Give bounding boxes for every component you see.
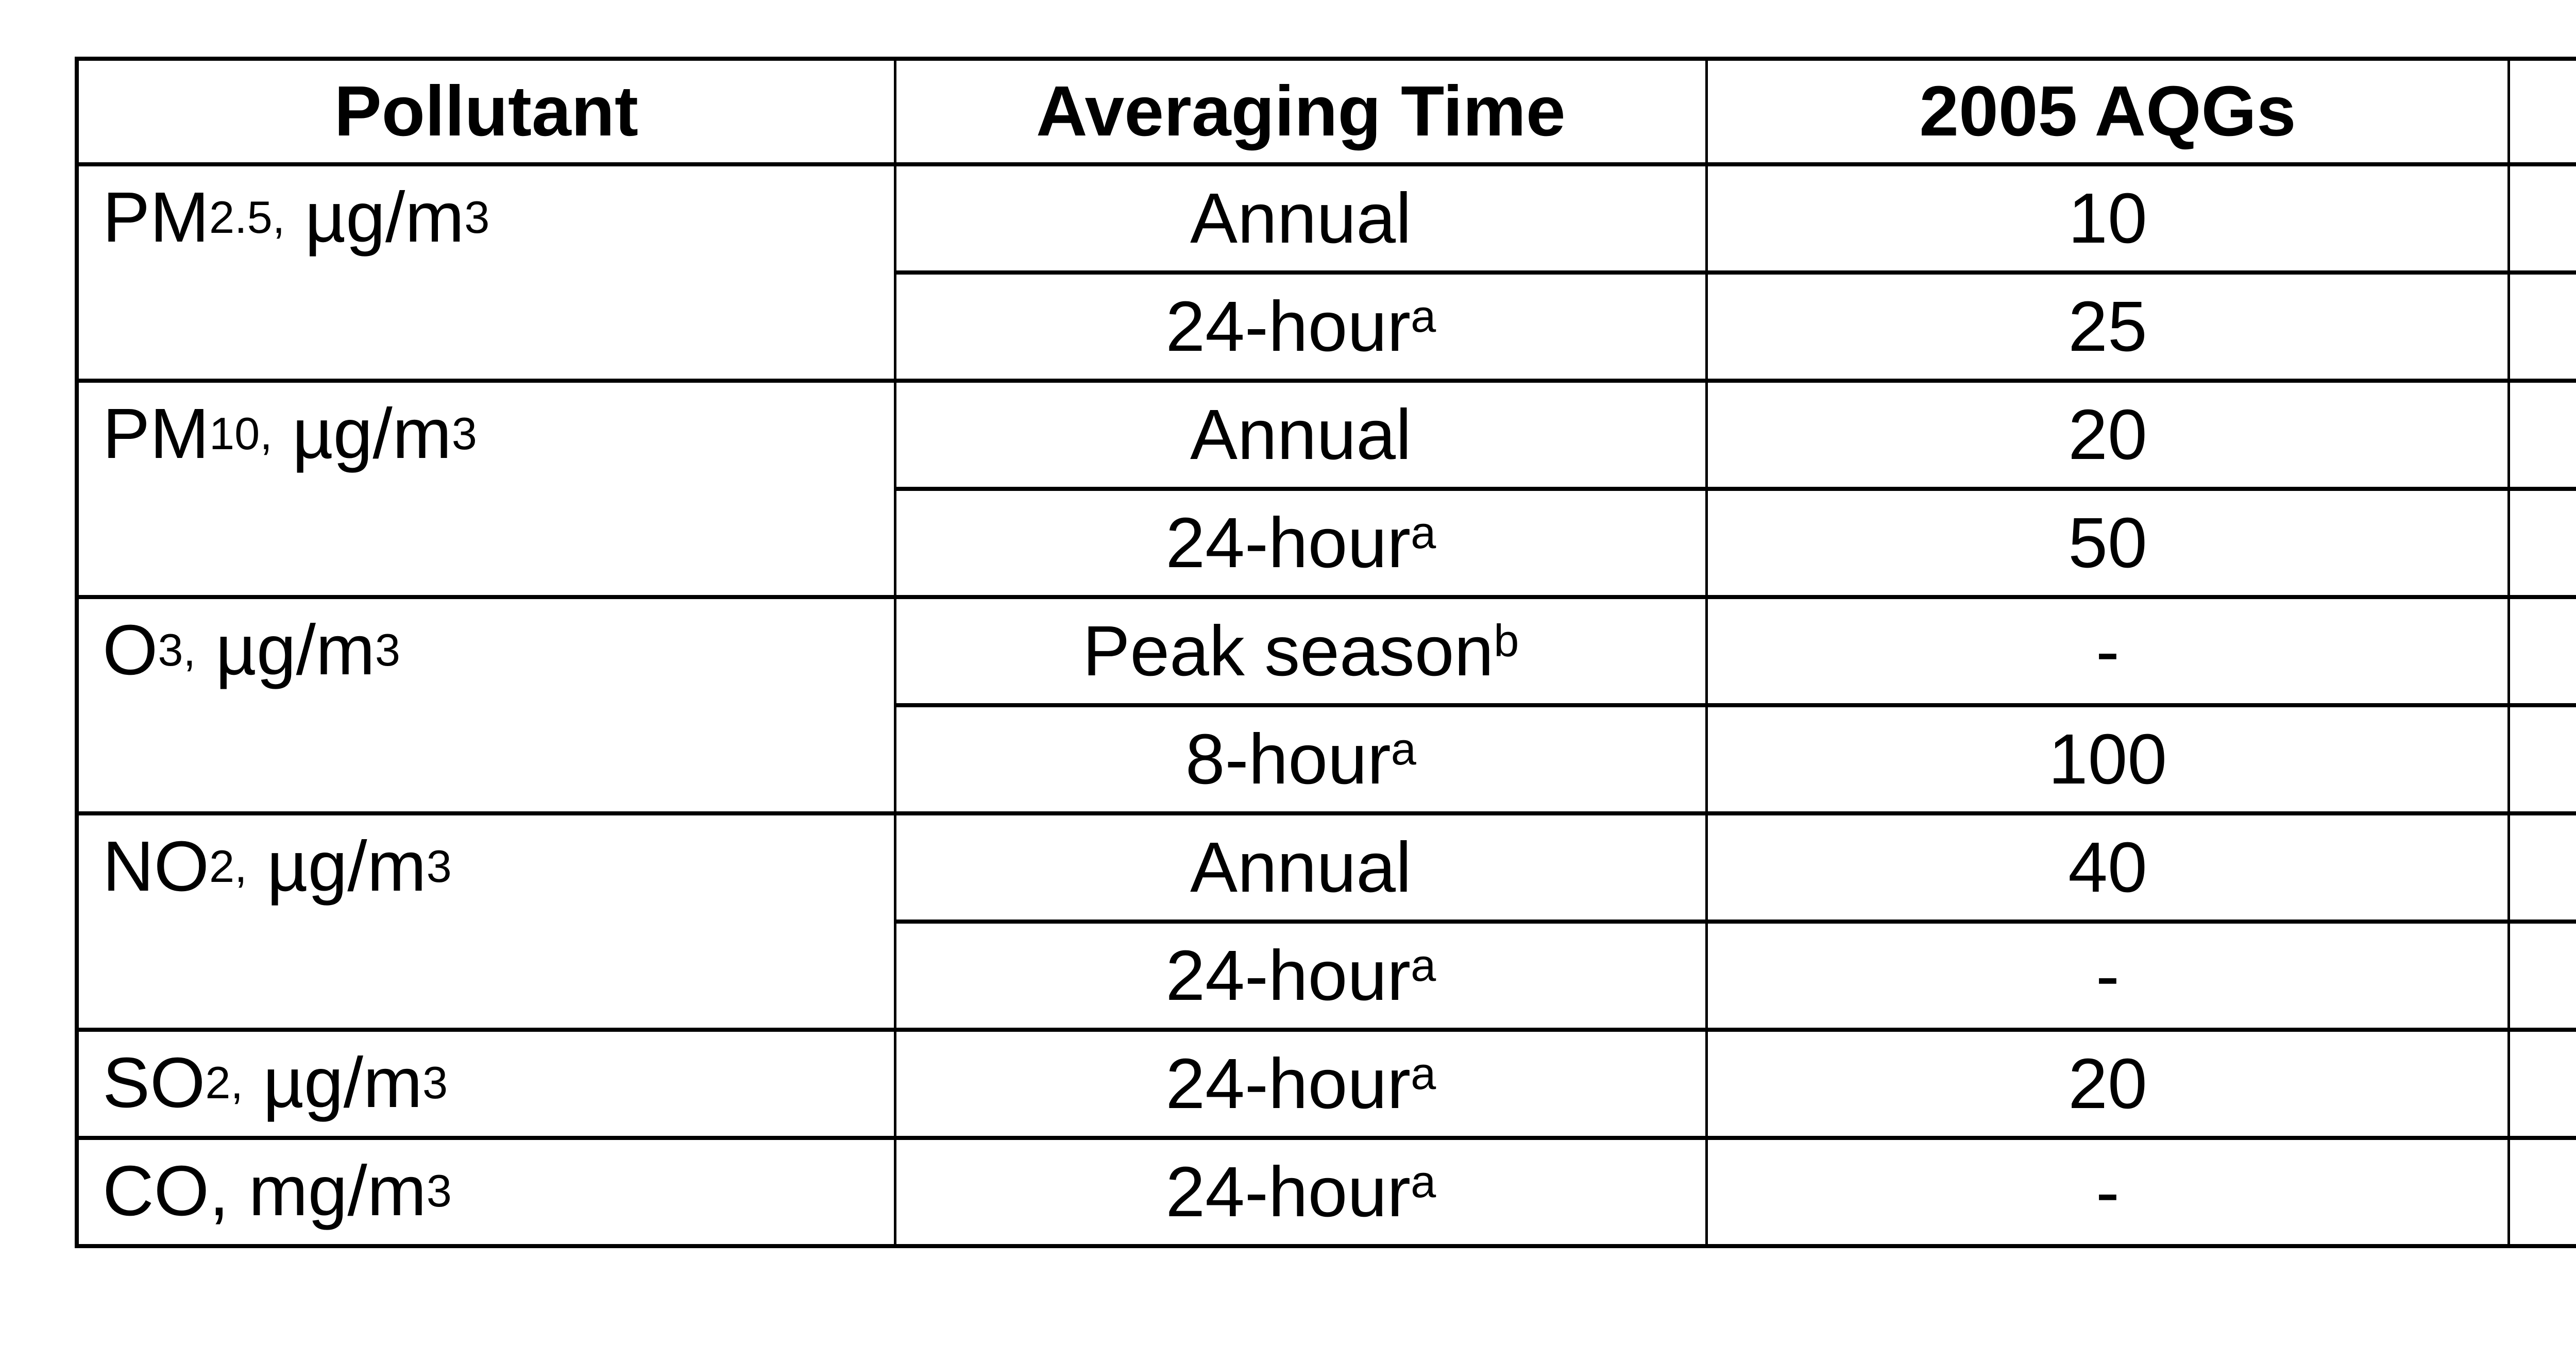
aqg-2021-value: 60	[2507, 595, 2576, 707]
averaging-time-cell: 8-houra	[893, 703, 1708, 815]
averaging-time-label: Annual	[1190, 395, 1412, 474]
table-row: 8-houra 100 100	[77, 703, 2576, 815]
aqg-2021-value: 4	[2507, 1136, 2576, 1248]
pollutant-base: CO	[103, 1151, 209, 1231]
pollutant-label: PM 2.5, µg/m 3	[79, 166, 894, 268]
footnote-marker: a	[1411, 506, 1436, 558]
aqg-2021-value: 40	[2507, 1028, 2576, 1140]
pollutant-cell-pm10: PM 10, µg/m 3	[75, 379, 896, 599]
col-header-averaging-time: Averaging Time	[893, 57, 1708, 166]
averaging-time-cell: Annual	[893, 379, 1708, 491]
averaging-time-label: 24-hour	[1165, 935, 1411, 1015]
pollutant-base: O	[103, 610, 158, 690]
pollutant-unit: µg/m	[243, 1043, 422, 1122]
footnote-marker: a	[1411, 939, 1436, 991]
table-row: 24-houra 50 45	[77, 487, 2576, 599]
pollutant-cell-pm25: PM 2.5, µg/m 3	[75, 162, 896, 383]
pollutant-base: PM	[103, 394, 209, 473]
pollutant-cell-o3: O 3, µg/m 3	[75, 595, 896, 815]
aqg-2005-value: -	[1705, 920, 2510, 1032]
pollutant-cell-no2: NO 2, µg/m 3	[75, 811, 896, 1032]
aqg-2005-value: 50	[1705, 487, 2510, 599]
averaging-time-label: Annual	[1190, 178, 1412, 258]
aqg-2021-value: 5	[2507, 162, 2576, 275]
pollutant-base: NO	[103, 826, 209, 906]
averaging-time-label: 24-hour	[1165, 1044, 1411, 1123]
aqg-2005-value: 20	[1705, 1028, 2510, 1140]
aqg-2021-value: 10	[2507, 811, 2576, 924]
pollutant-base: PM	[103, 177, 209, 257]
aqg-2005-value: -	[1705, 1136, 2510, 1248]
averaging-time-label: 8-hour	[1185, 719, 1391, 799]
averaging-time-label: Peak season	[1082, 611, 1494, 691]
col-header-2021-aqgs: 2021 AQGs	[2507, 57, 2576, 166]
aqg-2005-value: 25	[1705, 270, 2510, 383]
averaging-time-cell: Annual	[893, 811, 1708, 924]
averaging-time-label: 24-hour	[1165, 286, 1411, 366]
pollutant-cell-so2: SO 2, µg/m 3	[75, 1028, 896, 1140]
averaging-time-cell: 24-houra	[893, 1028, 1708, 1140]
aqg-2021-value: 25	[2507, 920, 2576, 1032]
averaging-time-cell: Annual	[893, 162, 1708, 275]
pollutant-cell-co: CO, mg/m 3	[75, 1136, 896, 1248]
pollutant-label: NO 2, µg/m 3	[79, 815, 894, 917]
footnote-marker: a	[1411, 1155, 1436, 1207]
averaging-time-cell: 24-houra	[893, 920, 1708, 1032]
aqg-2005-value: 20	[1705, 379, 2510, 491]
averaging-time-cell: 24-houra	[893, 1136, 1708, 1248]
footnote-marker: a	[1411, 1047, 1436, 1099]
pollutant-unit: µg/m	[285, 177, 465, 257]
pollutant-label: SO 2, µg/m 3	[79, 1032, 894, 1134]
averaging-time-label: 24-hour	[1165, 1152, 1411, 1232]
table-row: PM2.5, µg/m3 Annual 10 5	[75, 162, 2576, 383]
pollutant-label: O 3, µg/m 3	[79, 599, 894, 701]
averaging-time-cell: 24-houra	[893, 487, 1708, 599]
table-row: SO2, µg/m3 24-houra 20 40	[75, 1028, 2576, 1140]
table-row: CO, mg/m3 24-houra - 4	[75, 1136, 2576, 1248]
aqg-2005-value: -	[1705, 595, 2510, 707]
averaging-time-cell: Peak seasonb	[893, 595, 1708, 707]
pollutant-base: SO	[103, 1043, 206, 1122]
averaging-time-label: Annual	[1190, 827, 1412, 907]
averaging-time-label: 24-hour	[1165, 503, 1411, 583]
header-row: Pollutant Averaging Time 2005 AQGs 2021 …	[75, 57, 2576, 166]
aqg-table: Pollutant Averaging Time 2005 AQGs 2021 …	[75, 57, 2576, 1248]
pollutant-label: PM 10, µg/m 3	[79, 383, 894, 485]
pollutant-unit: , mg/m	[209, 1151, 427, 1231]
averaging-time-cell: 24-houra	[893, 270, 1708, 383]
aqg-2021-value: 15	[2507, 270, 2576, 383]
aqg-2021-value: 100	[2507, 703, 2576, 815]
aqg-2021-value: 15	[2507, 379, 2576, 491]
table-row: O3, µg/m3 Peak seasonb - 60	[75, 595, 2576, 815]
col-header-pollutant: Pollutant	[75, 57, 896, 166]
table-row: NO2, µg/m3 Annual 40 10	[75, 811, 2576, 1032]
aqg-2021-value: 45	[2507, 487, 2576, 599]
table-row: 24-houra 25 15	[77, 270, 2576, 383]
aqg-2005-value: 100	[1705, 703, 2510, 815]
aqg-2005-value: 40	[1705, 811, 2510, 924]
footnote-marker: a	[1411, 290, 1436, 342]
footnote-marker: a	[1391, 723, 1416, 774]
pollutant-unit: µg/m	[272, 394, 452, 473]
pollutant-unit: µg/m	[247, 826, 427, 906]
aqg-2005-value: 10	[1705, 162, 2510, 275]
footnote-marker: b	[1494, 615, 1519, 666]
pollutant-label: CO, mg/m 3	[79, 1140, 894, 1242]
pollutant-unit: µg/m	[196, 610, 375, 690]
col-header-2005-aqgs: 2005 AQGs	[1705, 57, 2510, 166]
table-row: 24-houra - 25	[77, 920, 2576, 1032]
